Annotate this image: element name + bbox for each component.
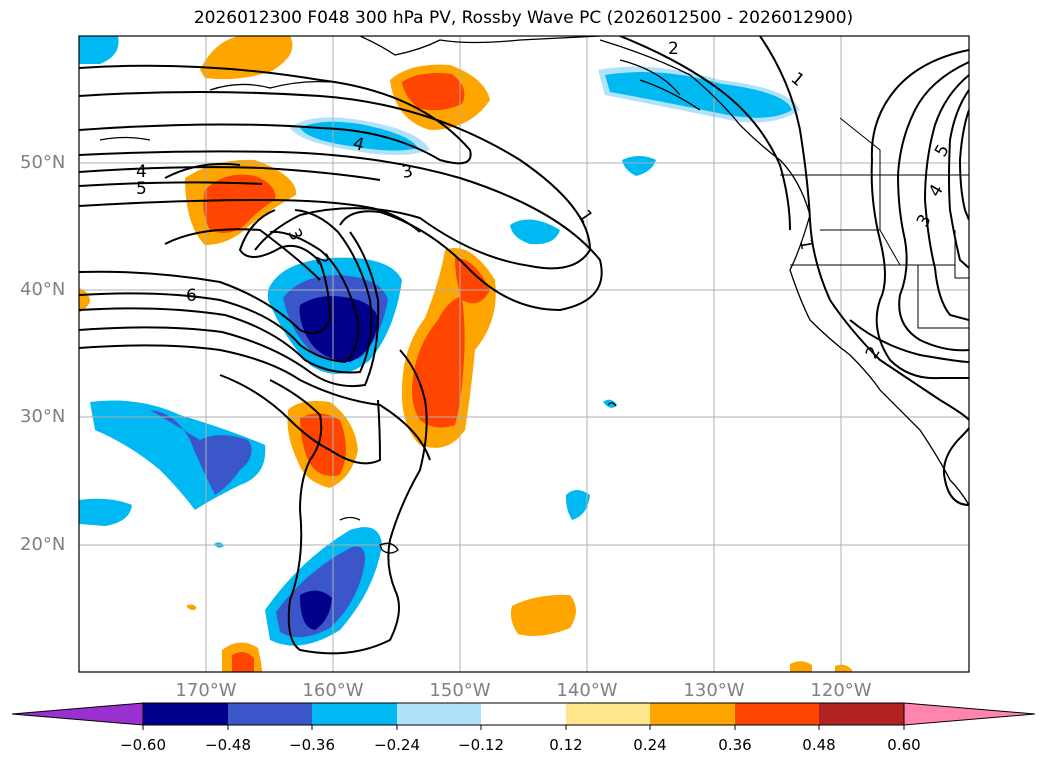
pv-contour-trough (79, 209, 332, 335)
colorbar-segment (481, 703, 566, 725)
colorbar-segment (312, 703, 397, 725)
colorbar-segment (819, 703, 904, 725)
colorbar-segment (143, 703, 228, 725)
contour-label: 2 (668, 39, 679, 59)
colorbar-tick-label: 0.36 (718, 736, 752, 754)
negative-anomaly-shading (79, 36, 800, 646)
lon-label-120w: 120°W (810, 680, 872, 701)
coastlines (99, 36, 969, 554)
colorbar-extend-high (903, 702, 1036, 726)
neg-anomaly-central-small (510, 219, 560, 245)
contour-label: 1 (795, 237, 817, 251)
pv-contour-north (79, 64, 472, 165)
contour-label: 4 (351, 134, 367, 156)
neg-anomaly-nw-corner (79, 36, 119, 64)
colorbar-tick-label: 0.24 (633, 736, 667, 754)
lon-label-160w: 160°W (302, 680, 364, 701)
colorbar-segment (650, 703, 735, 725)
map-frame (78, 35, 970, 673)
map-plot-area: 2 1 4 3 4 5 3 2 1 6 1 2 3 4 5 (79, 36, 969, 672)
lon-label-150w: 150°W (429, 680, 491, 701)
colorbar (11, 702, 1036, 730)
colorbar-segment (566, 703, 650, 725)
pos-anomaly-east-sub (510, 594, 576, 636)
colorbar-tick-label: 0.12 (549, 736, 583, 754)
colorbar-segment (228, 703, 312, 725)
lon-label-170w: 170°W (175, 680, 237, 701)
colorbar-extend-low (11, 702, 144, 726)
colorbar-tick-label: −0.24 (374, 736, 420, 754)
lat-label-20n: 20°N (20, 534, 66, 555)
contour-label: 6 (186, 286, 197, 306)
colorbar-tick-label: −0.36 (289, 736, 335, 754)
colorbar-segment (397, 703, 481, 725)
neg-anomaly-west-edge (79, 498, 132, 526)
lat-label-30n: 30°N (20, 406, 66, 427)
colorbar-tick-label: 0.48 (802, 736, 836, 754)
pv-contour-east-ridge (870, 49, 969, 380)
contour-label: 4 (136, 162, 147, 182)
lon-label-130w: 130°W (683, 680, 745, 701)
lat-label-50n: 50°N (20, 152, 66, 173)
map-title: 2026012300 F048 300 hPa PV, Rossby Wave … (193, 8, 854, 28)
lon-label-140w: 140°W (556, 680, 618, 701)
pv-contour-south-cutoff (219, 374, 382, 465)
colorbar-tick-label: −0.48 (205, 736, 251, 754)
contour-label: 3 (400, 161, 414, 183)
positive-anomaly-shading (79, 36, 852, 672)
lat-label-40n: 40°N (20, 279, 66, 300)
contour-label: 5 (136, 179, 147, 199)
colorbar-tick-label: 0.60 (887, 736, 921, 754)
colorbar-segment (735, 703, 819, 725)
colorbar-tick-label: −0.12 (458, 736, 504, 754)
borders (780, 117, 969, 329)
colorbar-tick-label: −0.60 (120, 736, 166, 754)
pv-contours (79, 36, 969, 655)
